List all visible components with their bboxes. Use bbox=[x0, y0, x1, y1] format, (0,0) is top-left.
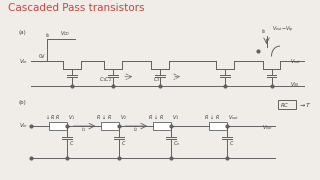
Text: $V_3$: $V_3$ bbox=[172, 113, 179, 122]
Text: $t_0$: $t_0$ bbox=[44, 31, 50, 40]
Text: $i_2$: $i_2$ bbox=[133, 125, 138, 134]
Text: $V_{in}$: $V_{in}$ bbox=[19, 57, 28, 66]
Text: $V_{in}$: $V_{in}$ bbox=[19, 121, 28, 130]
Text: Cascaded Pass transistors: Cascaded Pass transistors bbox=[8, 3, 144, 13]
Bar bbox=[101, 122, 119, 130]
Text: $\downarrow R$: $\downarrow R$ bbox=[45, 113, 56, 121]
Text: $R$: $R$ bbox=[107, 113, 112, 121]
Text: $R\ \downarrow$: $R\ \downarrow$ bbox=[204, 113, 215, 121]
Text: $V_{SS}$: $V_{SS}$ bbox=[291, 81, 300, 89]
Text: 0V: 0V bbox=[38, 54, 45, 59]
Text: $C$: $C$ bbox=[69, 139, 75, 147]
Bar bbox=[278, 100, 296, 109]
Text: $R$: $R$ bbox=[159, 113, 164, 121]
Text: $C_n$: $C_n$ bbox=[173, 139, 180, 148]
Text: (b): (b) bbox=[19, 100, 26, 105]
Text: $t_0$: $t_0$ bbox=[260, 27, 267, 36]
Text: $R\ \downarrow$: $R\ \downarrow$ bbox=[148, 113, 159, 121]
Text: $V_{out}$: $V_{out}$ bbox=[291, 57, 301, 66]
Text: $R$: $R$ bbox=[215, 113, 220, 121]
Text: $V_{out}$: $V_{out}$ bbox=[228, 113, 239, 122]
Text: $C$: $C$ bbox=[121, 139, 126, 147]
Text: $R$: $R$ bbox=[55, 113, 60, 121]
Text: $i_1$: $i_1$ bbox=[81, 125, 86, 134]
Text: $V_{out}{-}V_{tp}$: $V_{out}{-}V_{tp}$ bbox=[271, 25, 293, 35]
Bar bbox=[209, 122, 227, 130]
Text: $RC$: $RC$ bbox=[280, 101, 290, 109]
Text: $R\ \downarrow$: $R\ \downarrow$ bbox=[96, 113, 107, 121]
Text: $C_3$: $C_3$ bbox=[153, 75, 160, 84]
Text: $V_{out}$: $V_{out}$ bbox=[261, 123, 273, 132]
Text: $V_1$: $V_1$ bbox=[68, 113, 76, 122]
Text: $\rightarrow T$: $\rightarrow T$ bbox=[298, 101, 312, 109]
Text: (a): (a) bbox=[19, 30, 26, 35]
Bar bbox=[50, 122, 68, 130]
Text: $C_1C_2$: $C_1C_2$ bbox=[99, 75, 112, 84]
Text: $V_{DD}$: $V_{DD}$ bbox=[60, 29, 71, 38]
Text: $C$: $C$ bbox=[229, 139, 234, 147]
Text: $V_2$: $V_2$ bbox=[120, 113, 127, 122]
Bar bbox=[153, 122, 171, 130]
